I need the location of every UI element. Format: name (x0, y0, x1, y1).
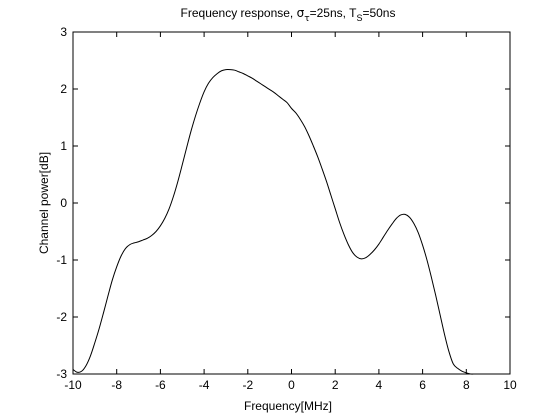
x-tick-label: -2 (242, 378, 253, 392)
chart-title: Frequency response, στ=25ns, TS=50ns (181, 6, 396, 24)
plot-area (72, 31, 511, 375)
x-tick-label: -6 (155, 378, 166, 392)
y-tick-label: -2 (56, 310, 67, 324)
x-tick-label: 0 (288, 378, 295, 392)
title-sigma: σ (297, 6, 305, 20)
x-tick-label: -8 (111, 378, 122, 392)
title-ts-subscript: S (356, 13, 362, 23)
x-tick-label: 6 (419, 378, 426, 392)
y-tick-label: -3 (56, 367, 67, 381)
x-tick-label: 2 (332, 378, 339, 392)
series-layer (72, 69, 511, 375)
title-sigma-subscript: τ (304, 14, 309, 24)
x-tick-label: 8 (463, 378, 470, 392)
y-tick-label: 3 (60, 25, 67, 39)
y-tick-label: -1 (56, 253, 67, 267)
x-tick-label: -10 (64, 378, 82, 392)
x-axis-label: Frequency[MHz] (244, 399, 332, 413)
y-tick-label: 2 (60, 82, 67, 96)
series-line (72, 69, 511, 375)
axis-ticks (72, 31, 511, 375)
x-tick-label: 10 (503, 378, 517, 392)
y-axis-label: Channel power[dB] (37, 152, 51, 254)
x-tick-label: -4 (199, 378, 210, 392)
y-tick-label: 1 (60, 139, 67, 153)
plot-frame (72, 31, 511, 375)
y-tick-label: 0 (60, 196, 67, 210)
x-tick-label: 4 (376, 378, 383, 392)
